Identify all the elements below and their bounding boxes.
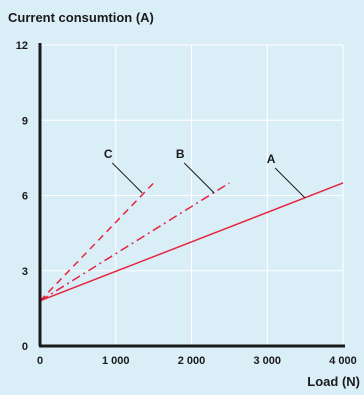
y-tick-label: 12 (16, 40, 28, 52)
series-line-c (39, 182, 155, 302)
x-tick-label: 0 (37, 355, 43, 367)
series-label-c: C (104, 147, 113, 161)
x-tick-label: 3 000 (253, 355, 281, 367)
y-axis-title: Current consumtion (A) (8, 10, 154, 25)
series-line-a (39, 182, 344, 302)
y-tick-label: 6 (22, 191, 28, 203)
series-label-a: A (267, 152, 276, 166)
tick-labels: 0 1 000 2 000 3 000 4 000 0 3 6 9 12 (16, 40, 357, 367)
series-callouts: A B C (104, 147, 306, 199)
callout-leader-c (111, 162, 143, 194)
callout-leader-a (274, 167, 306, 199)
axes (38, 43, 345, 348)
grid (40, 44, 344, 346)
x-tick-label: 2 000 (178, 355, 206, 367)
series-label-b: B (176, 147, 185, 161)
y-tick-label: 9 (22, 115, 28, 127)
y-tick-label: 0 (22, 341, 28, 353)
callout-leader-b (183, 162, 215, 194)
series-lines (39, 182, 344, 302)
series-line-b (39, 182, 230, 302)
x-tick-label: 1 000 (102, 355, 130, 367)
x-tick-label: 4 000 (329, 355, 357, 367)
y-tick-label: 3 (22, 266, 28, 278)
x-axis-title: Load (N) (307, 374, 360, 389)
